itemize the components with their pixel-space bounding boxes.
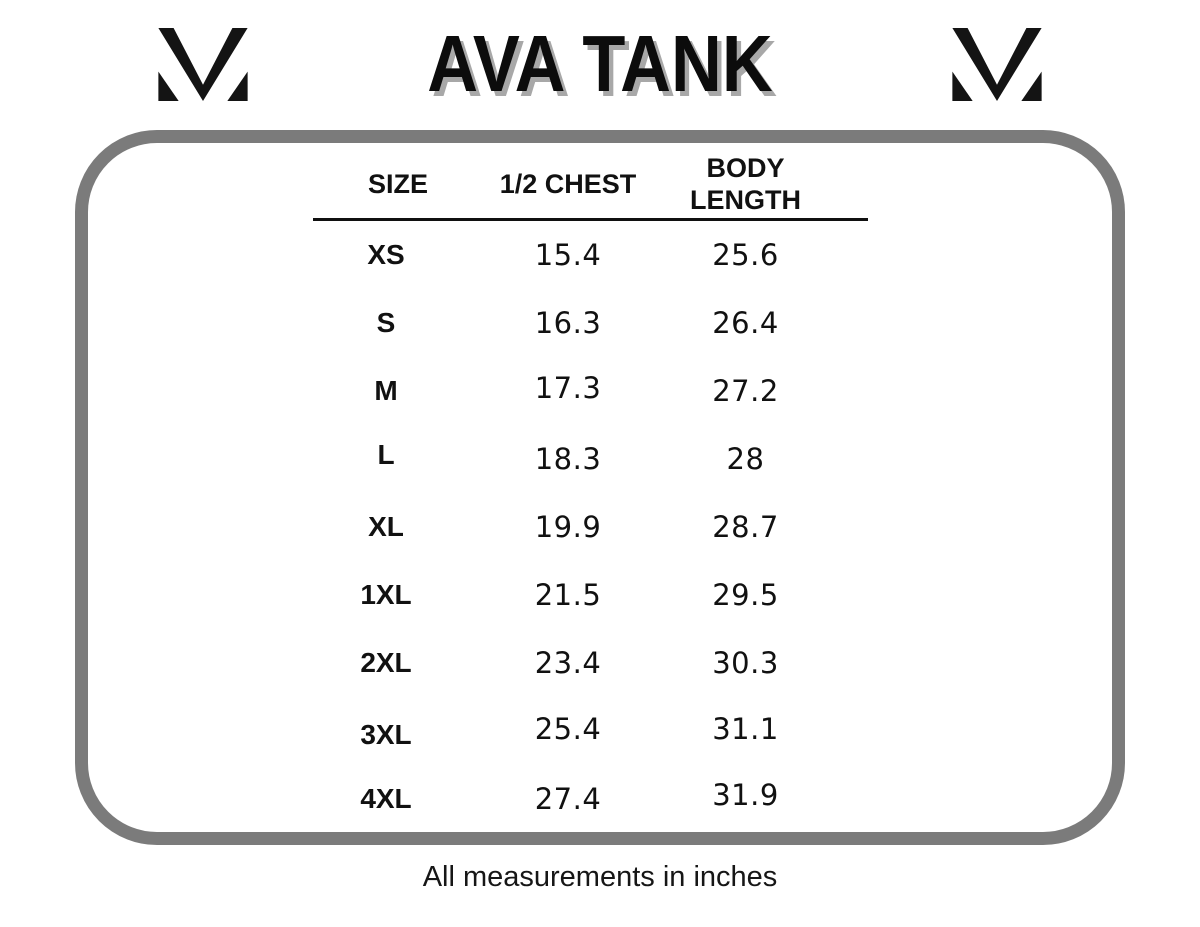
size-cell: 2XL — [360, 647, 412, 678]
half-chest-cell: 16.3 — [534, 306, 602, 340]
half-chest-cell: 17.3 — [534, 371, 602, 405]
size-table: SIZE 1/2 CHEST BODY LENGTH XS 15.4 25.6 … — [313, 150, 868, 833]
chart-border-box — [75, 130, 1125, 845]
table-row: 3XL 25.4 31.1 — [313, 697, 868, 765]
table-row: L 18.3 28 — [313, 425, 868, 493]
table-row: XL 19.9 28.7 — [313, 493, 868, 561]
table-body: XS 15.4 25.6 S 16.3 26.4 M 17.3 27.2 L 1… — [313, 221, 868, 833]
column-header-half-chest: 1/2 CHEST — [499, 168, 637, 199]
half-chest-cell: 27.4 — [534, 782, 602, 816]
column-header-size: SIZE — [367, 168, 428, 199]
size-cell: 1XL — [360, 579, 412, 610]
size-cell: M — [374, 375, 398, 406]
body-length-cell: 28 — [726, 442, 765, 476]
body-length-cell: 30.3 — [712, 646, 779, 680]
body-length-cell: 27.2 — [712, 374, 779, 408]
body-length-cell: 31.1 — [712, 712, 779, 746]
size-cell: XS — [367, 239, 405, 270]
body-length-cell: 25.6 — [712, 238, 779, 272]
half-chest-cell: 15.4 — [534, 238, 602, 272]
size-cell: 4XL — [360, 783, 412, 814]
brand-logo-right — [952, 28, 1042, 101]
m-monogram-icon — [952, 28, 1042, 101]
size-cell: S — [376, 307, 396, 338]
half-chest-cell: 25.4 — [534, 712, 602, 746]
m-monogram-icon — [158, 28, 248, 101]
body-length-cell: 31.9 — [712, 778, 779, 812]
table-row: XS 15.4 25.6 — [313, 221, 868, 289]
table-row: S 16.3 26.4 — [313, 289, 868, 357]
half-chest-cell: 19.9 — [534, 510, 602, 544]
size-cell: XL — [368, 511, 404, 542]
table-row: 1XL 21.5 29.5 — [313, 561, 868, 629]
body-length-cell: 28.7 — [712, 510, 779, 544]
half-chest-cell: 21.5 — [534, 578, 602, 612]
column-header-body-length: BODY LENGTH — [690, 152, 801, 215]
size-cell: 3XL — [360, 719, 412, 750]
measurements-footnote: All measurements in inches — [422, 861, 778, 893]
half-chest-cell: 18.3 — [534, 442, 602, 476]
table-row: 4XL 27.4 31.9 — [313, 765, 868, 833]
brand-logo-left — [158, 28, 248, 101]
body-length-cell: 26.4 — [712, 306, 779, 340]
table-header-row: SIZE 1/2 CHEST BODY LENGTH — [313, 150, 868, 221]
body-length-cell: 29.5 — [712, 578, 779, 612]
page-title: AVA TANK — [427, 19, 773, 108]
size-cell: L — [377, 439, 395, 470]
table-row: M 17.3 27.2 — [313, 357, 868, 425]
table-row: 2XL 23.4 30.3 — [313, 629, 868, 697]
half-chest-cell: 23.4 — [534, 646, 602, 680]
